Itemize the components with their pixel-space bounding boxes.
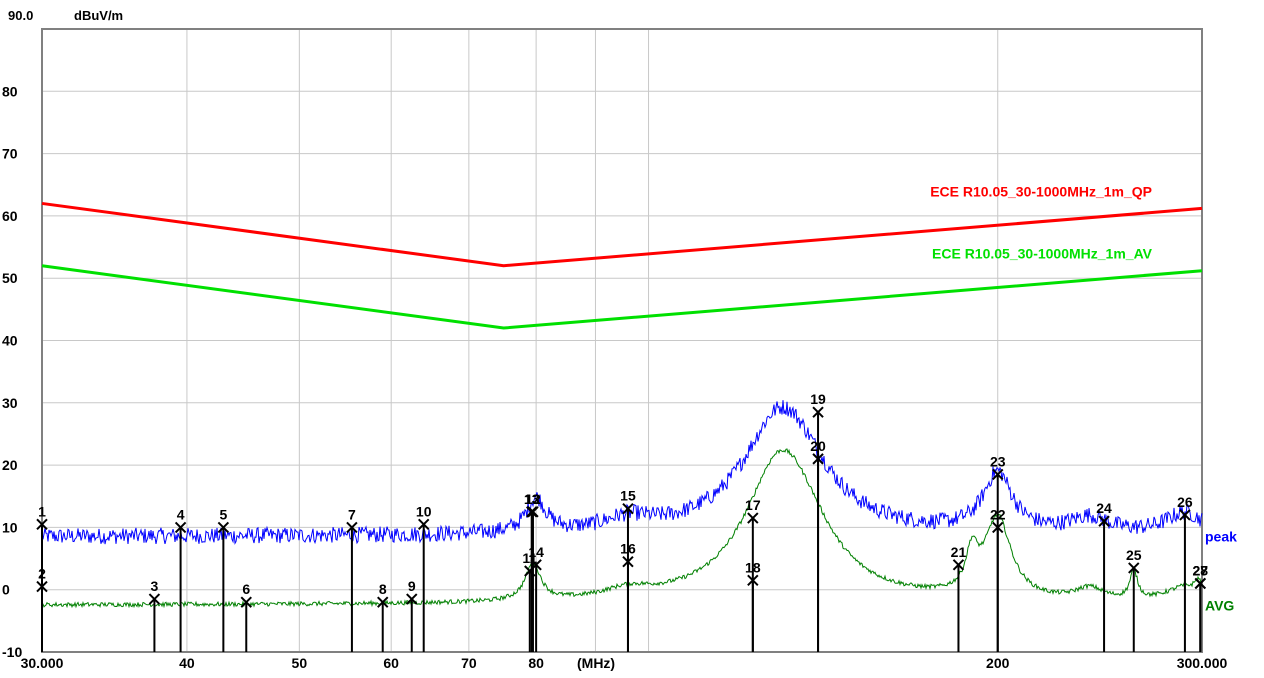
- marker-number: 17: [745, 497, 761, 513]
- y-tick-label: 70: [2, 146, 18, 162]
- y-tick-label: -10: [2, 644, 22, 660]
- limit-line-label: ECE R10.05_30-1000MHz_1m_AV: [932, 246, 1153, 262]
- marker-number: 3: [151, 578, 159, 594]
- marker-cross: [1179, 509, 1191, 521]
- x-tick-label: 80: [528, 655, 544, 671]
- marker-cross: [174, 521, 187, 534]
- marker-number: 23: [990, 453, 1006, 469]
- marker-number: 28: [1193, 562, 1209, 578]
- marker-number: 21: [951, 544, 967, 560]
- x-tick-label: 70: [461, 655, 477, 671]
- marker-cross: [622, 555, 634, 568]
- marker-number: 4: [177, 506, 185, 522]
- grid: [41, 29, 1203, 653]
- marker-number: 13: [524, 491, 540, 507]
- marker-cross: [36, 580, 48, 593]
- x-tick-label: 300.000: [1177, 655, 1228, 671]
- limit-line: [41, 264, 1203, 330]
- marker-number: 9: [408, 578, 416, 594]
- marker-cross: [36, 518, 48, 530]
- y-tick-label: 80: [2, 83, 18, 99]
- marker-number: 26: [1177, 494, 1193, 510]
- marker-cross: [952, 559, 965, 571]
- marker-cross: [992, 468, 1004, 481]
- y-tick-label: 10: [2, 519, 18, 535]
- y-tick-label: 30: [2, 395, 18, 411]
- marker-number: 6: [242, 581, 250, 597]
- marker-cross: [1194, 577, 1207, 590]
- marker-number: 8: [379, 581, 387, 597]
- marker-number: 27: [1193, 562, 1209, 578]
- marker-number: 10: [416, 503, 432, 519]
- marker-cross: [406, 593, 418, 605]
- y-tick-label: 40: [2, 333, 18, 349]
- marker-cross: [1128, 562, 1140, 574]
- marker-cross: [240, 596, 252, 608]
- x-tick-label: 60: [383, 655, 399, 671]
- x-tick-label: 40: [179, 655, 195, 671]
- marker-cross: [346, 521, 358, 534]
- trace-label: AVG: [1205, 597, 1234, 613]
- x-tick-label: 50: [292, 655, 308, 671]
- marker-cross: [377, 596, 389, 608]
- marker-number: 20: [810, 438, 826, 454]
- marker-cross: [418, 518, 430, 530]
- limit-line: [41, 201, 1203, 268]
- marker-number: 14: [528, 544, 544, 560]
- marker-number: 12: [525, 491, 541, 507]
- limit-lines: ECE R10.05_30-1000MHz_1m_QP ECE R10.05_30…: [41, 183, 1203, 330]
- marker-number: 24: [1096, 500, 1112, 516]
- marker-cross: [148, 593, 161, 605]
- marker-cross: [747, 512, 759, 524]
- y-tick-label: 0: [2, 582, 10, 598]
- marker-number: 1: [38, 503, 46, 519]
- y-axis-top-value: 90.0: [8, 8, 33, 23]
- marker-number: 7: [348, 506, 356, 522]
- marker-number: 5: [219, 506, 227, 522]
- marker-cross: [622, 503, 634, 515]
- trace-label: peak: [1205, 529, 1237, 545]
- markers: 1234567891011121314151617181920212223242…: [36, 391, 1209, 652]
- marker-number: 16: [620, 541, 636, 557]
- marker-cross: [530, 559, 542, 571]
- marker-cross: [747, 574, 759, 587]
- marker-cross: [812, 406, 824, 418]
- y-tick-label: 60: [2, 208, 18, 224]
- marker-cross: [217, 521, 230, 534]
- marker-cross: [1098, 515, 1110, 527]
- x-tick-label: 30.000: [21, 655, 64, 671]
- marker-number: 19: [810, 391, 826, 407]
- trace-line: [41, 448, 1203, 609]
- x-axis-unit-label: (MHz): [577, 655, 615, 671]
- marker-number: 18: [745, 559, 761, 575]
- plot-frame: [41, 28, 1203, 653]
- trace-line: [41, 400, 1203, 545]
- y-tick-label: 50: [2, 270, 18, 286]
- marker-number: 25: [1126, 547, 1142, 563]
- y-axis-unit-label: dBuV/m: [74, 8, 123, 23]
- marker-cross: [812, 453, 824, 465]
- marker-cross: [525, 506, 538, 518]
- x-tick-label: 200: [986, 655, 1010, 671]
- marker-number: 15: [620, 488, 636, 504]
- marker-number: 2: [38, 566, 46, 582]
- measurement-traces: peak AVG: [41, 400, 1237, 613]
- y-tick-label: 20: [2, 457, 18, 473]
- limit-line-label: ECE R10.05_30-1000MHz_1m_QP: [930, 183, 1152, 199]
